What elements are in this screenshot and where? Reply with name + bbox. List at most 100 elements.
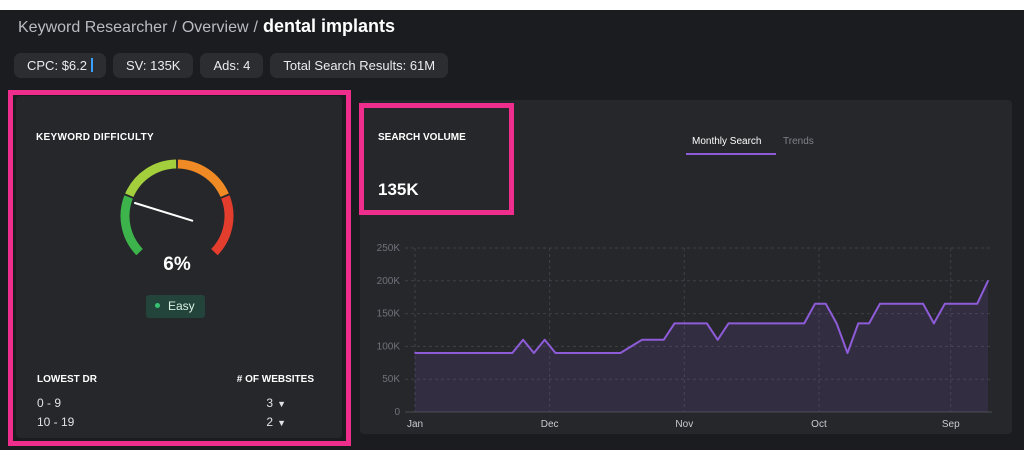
data-point <box>479 352 481 354</box>
caret-down-icon: ▼ <box>277 418 286 428</box>
search-volume-line <box>415 280 989 354</box>
dr-range-0-9: 0 - 9 <box>37 396 62 410</box>
gauge-segment <box>125 159 177 198</box>
y-tick-label: 250K <box>377 243 401 254</box>
tab-trends[interactable]: Trends <box>783 136 814 147</box>
page-title: dental implants <box>263 16 396 36</box>
keyword-difficulty-card: KEYWORD DIFFICULTY 6% Easy LOWEST DR # O… <box>16 96 342 438</box>
data-point <box>846 352 849 354</box>
total-results-value: 61M <box>409 58 436 73</box>
data-point <box>662 339 665 341</box>
y-tick-label: 200K <box>377 276 401 287</box>
breadcrumb-item-keyword-researcher[interactable]: Keyword Researcher <box>18 19 168 36</box>
search-volume-area <box>415 280 988 412</box>
data-point <box>760 322 762 325</box>
data-point <box>987 280 989 282</box>
data-point <box>576 352 578 354</box>
lowest-dr-header: LOWEST DR <box>37 374 97 385</box>
data-point <box>749 322 751 325</box>
gauge-segment <box>120 195 143 256</box>
data-point <box>954 302 957 305</box>
data-point <box>554 352 557 354</box>
data-point <box>976 302 978 305</box>
data-point <box>457 352 460 354</box>
keyword-overview-panel: Keyword Researcher / Overview / dental impla… <box>0 10 1024 450</box>
data-point <box>500 352 503 354</box>
data-point <box>889 302 892 305</box>
data-point <box>814 302 816 305</box>
data-point <box>727 322 730 325</box>
caret-down-icon: ▼ <box>277 399 286 409</box>
data-point <box>684 322 687 325</box>
tab-monthly-search[interactable]: Monthly Search <box>692 136 762 147</box>
metric-pills: CPC: $6.2 SV: 135K Ads: 4 Total Search R… <box>14 53 449 78</box>
gauge-segment <box>211 195 234 256</box>
total-results-pill: Total Search Results: 61M <box>270 53 449 78</box>
gauge-needle <box>133 201 194 222</box>
data-point <box>630 345 633 348</box>
data-point <box>943 302 946 305</box>
data-point <box>695 322 697 325</box>
data-point <box>738 322 741 325</box>
data-point <box>835 322 838 325</box>
websites-count: 2 <box>266 415 274 429</box>
ads-pill: Ads: 4 <box>200 53 264 78</box>
data-point <box>533 352 535 354</box>
data-point <box>446 352 449 354</box>
websites-count-row-1[interactable]: 3 ▼ <box>266 396 286 410</box>
data-point <box>511 352 514 354</box>
x-tick-label: Jan <box>407 419 423 430</box>
data-point <box>543 339 546 341</box>
status-dot-icon <box>155 303 160 308</box>
data-point <box>652 339 654 341</box>
data-point <box>468 352 470 354</box>
data-point <box>825 302 827 305</box>
data-point <box>792 322 795 325</box>
difficulty-value: 6% <box>163 254 191 275</box>
cpc-label: CPC: <box>27 58 59 73</box>
websites-count-row-2[interactable]: 2 ▼ <box>266 415 286 429</box>
cpc-pill: CPC: $6.2 <box>14 53 106 78</box>
cpc-value: $6.2 <box>61 58 87 73</box>
data-point <box>608 352 611 354</box>
data-point <box>716 339 719 341</box>
search-volume-value: 135K <box>378 180 419 199</box>
data-point <box>435 352 438 354</box>
breadcrumb: Keyword Researcher / Overview / dental impla… <box>18 16 395 37</box>
gauge-segment <box>177 159 229 198</box>
y-tick-label: 150K <box>377 309 401 320</box>
websites-count: 3 <box>266 396 274 410</box>
y-tick-label: 0 <box>394 407 400 418</box>
difficulty-badge: Easy <box>146 295 205 318</box>
data-point <box>641 339 643 341</box>
search-volume-title: SEARCH VOLUME <box>378 132 466 143</box>
data-point <box>879 302 881 305</box>
breadcrumb-separator: / <box>172 19 177 36</box>
data-point <box>489 352 492 354</box>
x-tick-label: Sep <box>942 419 960 430</box>
data-point <box>414 352 416 354</box>
keyword-difficulty-title: KEYWORD DIFFICULTY <box>36 132 154 143</box>
data-point <box>425 352 427 354</box>
dr-range-10-19: 10 - 19 <box>37 415 75 429</box>
x-tick-label: Dec <box>541 419 559 430</box>
y-tick-label: 50K <box>382 374 400 385</box>
sv-pill: SV: 135K <box>113 53 194 78</box>
y-tick-label: 100K <box>377 341 401 352</box>
data-point <box>922 302 924 305</box>
search-volume-chart: 0 50K 100K 150K 200K 250K Jan Dec Nov Oct Sep <box>377 243 992 430</box>
data-point <box>868 322 870 325</box>
data-point <box>965 302 968 305</box>
data-point <box>587 352 589 354</box>
sv-value: 135K <box>150 58 181 73</box>
difficulty-badge-label: Easy <box>168 299 195 313</box>
data-point <box>619 352 622 354</box>
data-point <box>900 302 903 305</box>
sv-label: SV: <box>126 58 147 73</box>
x-tick-label: Nov <box>675 419 693 430</box>
ads-value: 4 <box>243 58 251 73</box>
data-point <box>857 322 860 325</box>
data-point <box>803 322 806 325</box>
breadcrumb-separator: / <box>253 19 258 36</box>
breadcrumb-item-overview[interactable]: Overview <box>181 19 249 36</box>
